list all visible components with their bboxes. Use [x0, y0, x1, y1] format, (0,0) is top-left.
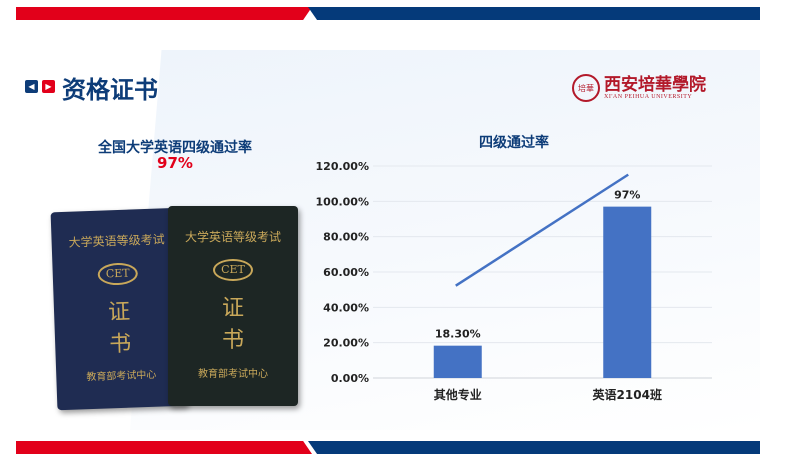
y-tick-label: 20.00%: [323, 337, 369, 350]
seal-icon: 培華: [572, 74, 600, 102]
y-tick-label: 40.00%: [323, 301, 369, 314]
data-label: 18.30%: [435, 328, 481, 341]
certificate-book-green: 大学英语等级考试 CET 证书 教育部考试中心: [168, 206, 298, 406]
trend-line: [455, 173, 629, 287]
logo-english: XI'AN PEIHUA UNIVERSITY: [604, 94, 693, 100]
bar: [433, 345, 482, 378]
left-rate: 97%: [157, 154, 193, 172]
top-red-band: [16, 7, 312, 20]
y-tick-label: 80.00%: [323, 231, 369, 244]
university-logo: 培華 西安培華學院 XI'AN PEIHUA UNIVERSITY: [572, 74, 706, 102]
x-tick-label: 其他专业: [434, 387, 482, 402]
left-title: 全国大学英语四级通过率: [98, 140, 252, 156]
bottom-blue-band: [308, 441, 760, 454]
data-label: 97%: [614, 189, 640, 202]
prev-icon[interactable]: ◀: [25, 80, 38, 93]
logo-name: 西安培華學院: [604, 75, 706, 95]
x-tick-label: 英语2104班: [593, 387, 662, 402]
page-title: 资格证书: [62, 76, 158, 104]
bottom-red-band: [16, 441, 312, 454]
top-blue-band: [308, 7, 760, 20]
y-tick-label: 120.00%: [316, 160, 369, 173]
bar: [603, 206, 652, 378]
chart-title: 四级通过率: [479, 134, 549, 151]
next-icon[interactable]: ▶: [42, 80, 55, 93]
y-tick-label: 60.00%: [323, 266, 369, 279]
y-tick-label: 100.00%: [316, 195, 369, 208]
y-tick-label: 0.00%: [331, 372, 369, 385]
